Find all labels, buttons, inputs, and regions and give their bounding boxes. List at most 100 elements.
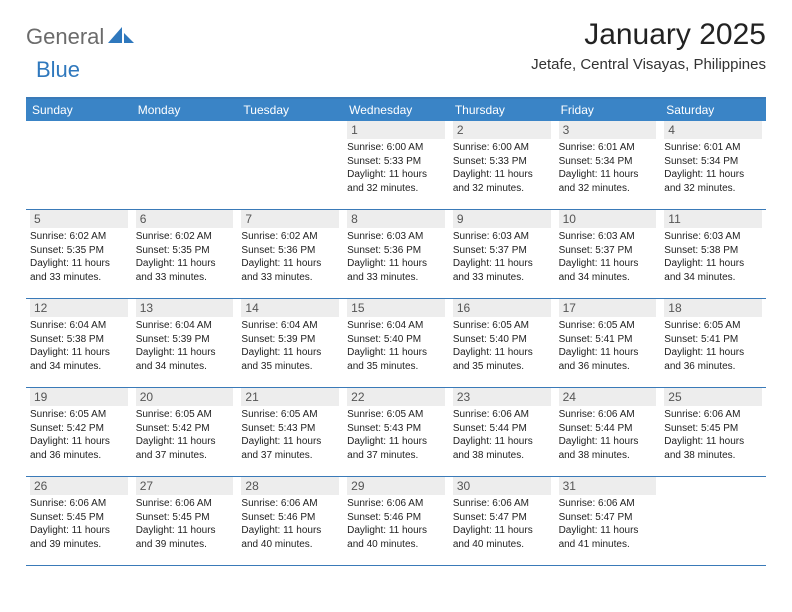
day-info: Sunrise: 6:05 AMSunset: 5:42 PMDaylight:… — [136, 408, 234, 462]
day-number: 31 — [559, 477, 657, 495]
page-title: January 2025 — [531, 18, 766, 52]
weekday-header-row: SundayMondayTuesdayWednesdayThursdayFrid… — [26, 99, 766, 121]
day-cell: 15 Sunrise: 6:04 AMSunset: 5:40 PMDayligh… — [343, 299, 449, 387]
day-info: Sunrise: 6:06 AMSunset: 5:44 PMDaylight:… — [453, 408, 551, 462]
day-cell: 27 Sunrise: 6:06 AMSunset: 5:45 PMDayligh… — [132, 477, 238, 565]
day-number: 19 — [30, 388, 128, 406]
week-row: 1 Sunrise: 6:00 AMSunset: 5:33 PMDaylight… — [26, 121, 766, 210]
day-cell: 1 Sunrise: 6:00 AMSunset: 5:33 PMDaylight… — [343, 121, 449, 209]
day-number: 22 — [347, 388, 445, 406]
day-info: Sunrise: 6:06 AMSunset: 5:45 PMDaylight:… — [664, 408, 762, 462]
day-info: Sunrise: 6:05 AMSunset: 5:43 PMDaylight:… — [347, 408, 445, 462]
day-number: 2 — [453, 121, 551, 139]
day-number: 20 — [136, 388, 234, 406]
day-cell: 5Sunrise: 6:02 AMSunset: 5:35 PMDaylight… — [26, 210, 132, 298]
day-number — [664, 477, 762, 495]
day-number — [30, 121, 128, 139]
location-subtitle: Jetafe, Central Visayas, Philippines — [531, 56, 766, 73]
day-info: Sunrise: 6:02 AMSunset: 5:35 PMDaylight:… — [30, 230, 128, 284]
day-number: 23 — [453, 388, 551, 406]
day-number: 17 — [559, 299, 657, 317]
day-number: 15 — [347, 299, 445, 317]
weekday-header: Monday — [132, 99, 238, 121]
day-number: 6 — [136, 210, 234, 228]
day-cell: 16 Sunrise: 6:05 AMSunset: 5:40 PMDayligh… — [449, 299, 555, 387]
calendar: SundayMondayTuesdayWednesdayThursdayFrid… — [26, 97, 766, 566]
day-info: Sunrise: 6:04 AMSunset: 5:40 PMDaylight:… — [347, 319, 445, 373]
day-cell: 3Sunrise: 6:01 AMSunset: 5:34 PMDaylight… — [555, 121, 661, 209]
day-info: Sunrise: 6:06 AMSunset: 5:44 PMDaylight:… — [559, 408, 657, 462]
day-number: 30 — [453, 477, 551, 495]
logo: General — [26, 24, 136, 50]
logo-text-blue: Blue — [36, 57, 80, 82]
day-number: 9 — [453, 210, 551, 228]
week-row: 26 Sunrise: 6:06 AMSunset: 5:45 PMDayligh… — [26, 477, 766, 566]
day-info: Sunrise: 6:05 AMSunset: 5:40 PMDaylight:… — [453, 319, 551, 373]
day-cell: 28Sunrise: 6:06 AMSunset: 5:46 PMDayligh… — [237, 477, 343, 565]
day-info: Sunrise: 6:05 AMSunset: 5:43 PMDaylight:… — [241, 408, 339, 462]
day-info: Sunrise: 6:01 AMSunset: 5:34 PMDaylight:… — [664, 141, 762, 195]
day-number: 24 — [559, 388, 657, 406]
day-cell: 11Sunrise: 6:03 AMSunset: 5:38 PMDayligh… — [660, 210, 766, 298]
day-info: Sunrise: 6:03 AMSunset: 5:37 PMDaylight:… — [453, 230, 551, 284]
day-cell: 29Sunrise: 6:06 AMSunset: 5:46 PMDayligh… — [343, 477, 449, 565]
weekday-header: Friday — [555, 99, 661, 121]
day-cell: 21 Sunrise: 6:05 AMSunset: 5:43 PMDayligh… — [237, 388, 343, 476]
day-cell: 2Sunrise: 6:00 AMSunset: 5:33 PMDaylight… — [449, 121, 555, 209]
day-number: 12 — [30, 299, 128, 317]
day-info: Sunrise: 6:06 AMSunset: 5:47 PMDaylight:… — [453, 497, 551, 551]
day-number: 3 — [559, 121, 657, 139]
day-cell — [132, 121, 238, 209]
logo-text-general: General — [26, 24, 104, 50]
day-info: Sunrise: 6:03 AMSunset: 5:36 PMDaylight:… — [347, 230, 445, 284]
day-cell: 30 Sunrise: 6:06 AMSunset: 5:47 PMDayligh… — [449, 477, 555, 565]
day-cell: 20 Sunrise: 6:05 AMSunset: 5:42 PMDayligh… — [132, 388, 238, 476]
day-cell: 18Sunrise: 6:05 AMSunset: 5:41 PMDayligh… — [660, 299, 766, 387]
day-info: Sunrise: 6:04 AMSunset: 5:39 PMDaylight:… — [241, 319, 339, 373]
day-number: 26 — [30, 477, 128, 495]
day-cell: 4 Sunrise: 6:01 AMSunset: 5:34 PMDaylight… — [660, 121, 766, 209]
day-number: 16 — [453, 299, 551, 317]
day-cell — [237, 121, 343, 209]
day-number: 14 — [241, 299, 339, 317]
day-number: 25 — [664, 388, 762, 406]
day-info: Sunrise: 6:04 AMSunset: 5:39 PMDaylight:… — [136, 319, 234, 373]
weekday-header: Thursday — [449, 99, 555, 121]
day-number — [136, 121, 234, 139]
weekday-header: Tuesday — [237, 99, 343, 121]
day-number: 4 — [664, 121, 762, 139]
day-cell: 13 Sunrise: 6:04 AMSunset: 5:39 PMDayligh… — [132, 299, 238, 387]
day-cell — [26, 121, 132, 209]
day-number: 11 — [664, 210, 762, 228]
day-cell: 9 Sunrise: 6:03 AMSunset: 5:37 PMDaylight… — [449, 210, 555, 298]
weekday-header: Wednesday — [343, 99, 449, 121]
day-number: 7 — [241, 210, 339, 228]
day-cell — [660, 477, 766, 565]
day-info: Sunrise: 6:05 AMSunset: 5:41 PMDaylight:… — [559, 319, 657, 373]
day-number: 29 — [347, 477, 445, 495]
day-number: 13 — [136, 299, 234, 317]
day-info: Sunrise: 6:06 AMSunset: 5:45 PMDaylight:… — [136, 497, 234, 551]
day-info: Sunrise: 6:05 AMSunset: 5:42 PMDaylight:… — [30, 408, 128, 462]
day-info: Sunrise: 6:06 AMSunset: 5:45 PMDaylight:… — [30, 497, 128, 551]
week-row: 5Sunrise: 6:02 AMSunset: 5:35 PMDaylight… — [26, 210, 766, 299]
day-number: 21 — [241, 388, 339, 406]
day-cell: 19 Sunrise: 6:05 AMSunset: 5:42 PMDayligh… — [26, 388, 132, 476]
day-info: Sunrise: 6:04 AMSunset: 5:38 PMDaylight:… — [30, 319, 128, 373]
day-number: 28 — [241, 477, 339, 495]
week-row: 12 Sunrise: 6:04 AMSunset: 5:38 PMDayligh… — [26, 299, 766, 388]
logo-sail-icon — [108, 25, 134, 50]
day-cell: 8Sunrise: 6:03 AMSunset: 5:36 PMDaylight… — [343, 210, 449, 298]
day-number: 18 — [664, 299, 762, 317]
day-cell: 23 Sunrise: 6:06 AMSunset: 5:44 PMDayligh… — [449, 388, 555, 476]
day-info: Sunrise: 6:02 AMSunset: 5:35 PMDaylight:… — [136, 230, 234, 284]
day-number: 1 — [347, 121, 445, 139]
day-info: Sunrise: 6:02 AMSunset: 5:36 PMDaylight:… — [241, 230, 339, 284]
day-number: 27 — [136, 477, 234, 495]
day-cell: 14 Sunrise: 6:04 AMSunset: 5:39 PMDayligh… — [237, 299, 343, 387]
day-cell: 17 Sunrise: 6:05 AMSunset: 5:41 PMDayligh… — [555, 299, 661, 387]
day-info: Sunrise: 6:00 AMSunset: 5:33 PMDaylight:… — [347, 141, 445, 195]
weekday-header: Sunday — [26, 99, 132, 121]
day-cell: 25 Sunrise: 6:06 AMSunset: 5:45 PMDayligh… — [660, 388, 766, 476]
day-cell: 31Sunrise: 6:06 AMSunset: 5:47 PMDayligh… — [555, 477, 661, 565]
